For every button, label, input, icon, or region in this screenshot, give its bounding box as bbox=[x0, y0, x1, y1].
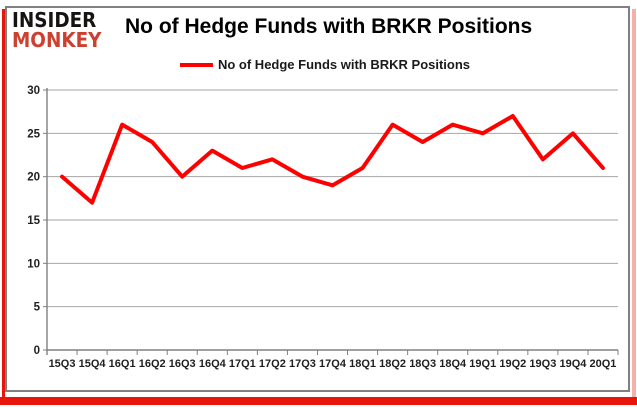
y-tick-label: 0 bbox=[34, 345, 40, 357]
red-edge-bottom bbox=[0, 397, 637, 405]
x-tick-label: 19Q4 bbox=[559, 358, 587, 370]
y-tick-label: 10 bbox=[27, 258, 40, 270]
y-tick-label: 15 bbox=[27, 215, 40, 227]
x-tick-label: 17Q1 bbox=[229, 358, 256, 370]
chart-title: No of Hedge Funds with BRKR Positions bbox=[125, 15, 533, 38]
x-tick-label: 19Q3 bbox=[529, 358, 556, 370]
chart-card bbox=[5, 6, 630, 392]
x-axis-ticks bbox=[46, 350, 619, 355]
y-tick-label: 25 bbox=[27, 128, 40, 140]
red-edge-right bbox=[632, 9, 636, 398]
y-tick-label: 5 bbox=[34, 302, 41, 314]
x-tick-label: 16Q1 bbox=[109, 358, 136, 370]
x-tick-label: 18Q2 bbox=[379, 358, 406, 370]
x-tick-label: 17Q3 bbox=[289, 358, 316, 370]
x-tick-label: 18Q3 bbox=[409, 358, 436, 370]
y-axis-labels: 0 5 10 15 20 25 30 bbox=[27, 85, 40, 357]
x-tick-label: 18Q4 bbox=[439, 358, 467, 370]
x-tick-label: 16Q3 bbox=[169, 358, 196, 370]
legend-label: No of Hedge Funds with BRKR Positions bbox=[217, 57, 471, 72]
y-tick-label: 20 bbox=[27, 172, 40, 184]
x-tick-label: 16Q4 bbox=[199, 358, 227, 370]
x-tick-label: 20Q1 bbox=[590, 358, 617, 370]
logo-word-monkey: MONKEY bbox=[12, 28, 102, 52]
x-tick-label: 15Q4 bbox=[79, 358, 107, 370]
red-edge-left bbox=[2, 9, 5, 398]
x-tick-label: 16Q2 bbox=[139, 358, 166, 370]
gridlines bbox=[47, 89, 618, 308]
legend-line-swatch bbox=[179, 62, 213, 67]
x-tick-label: 15Q3 bbox=[49, 358, 76, 370]
x-axis-labels: 15Q3 15Q4 16Q1 16Q2 16Q3 16Q4 17Q1 17Q2 17Q3 17Q4… bbox=[49, 358, 617, 370]
x-tick-label: 17Q4 bbox=[319, 358, 347, 370]
y-tick-label: 30 bbox=[27, 85, 40, 97]
insider-monkey-logo: INSIDER MONKEY bbox=[12, 10, 102, 50]
legend: No of Hedge Funds with BRKR Positions bbox=[179, 57, 471, 72]
x-tick-label: 17Q2 bbox=[259, 358, 286, 370]
x-tick-label: 18Q1 bbox=[349, 358, 376, 370]
logo-word-insider: INSIDER bbox=[12, 8, 97, 32]
series-line bbox=[60, 114, 605, 205]
x-tick-label: 19Q1 bbox=[469, 358, 496, 370]
x-tick-label: 19Q2 bbox=[499, 358, 526, 370]
